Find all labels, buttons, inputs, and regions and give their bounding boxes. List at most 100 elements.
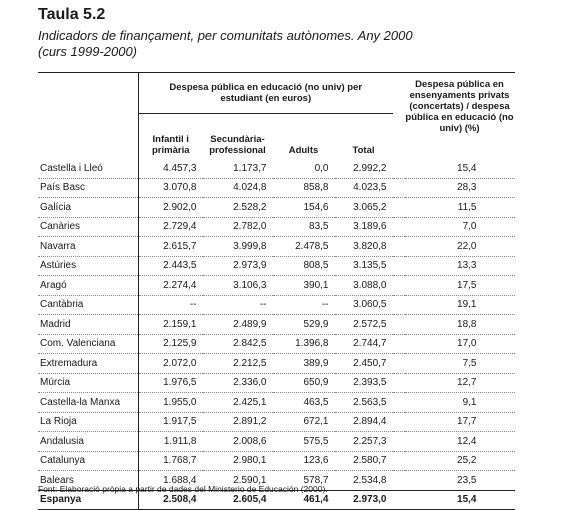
table-body: Castella i Lleó 4.457,3 1.173,7 0,0 2.992,2 1… xyxy=(38,159,515,510)
adults-cell: 0,0 xyxy=(272,159,335,179)
gap-cell xyxy=(392,353,405,374)
adults-cell: 650,9 xyxy=(272,373,335,393)
table-row: Com. Valenciana 2.125,9 2.842,5 1.396,8 2.74… xyxy=(38,334,515,354)
adults-cell: 83,5 xyxy=(272,217,335,237)
gap-cell xyxy=(392,334,405,354)
gap-cell xyxy=(392,314,405,335)
infantil-primaria-cell: 1.917,5 xyxy=(138,412,203,432)
secundaria-professional-cell: 2.980,1 xyxy=(202,451,273,471)
header-gap xyxy=(392,72,405,114)
header-gap-sub xyxy=(393,114,405,160)
table-row: Extremadura 2.072,0 2.212,5 389,9 2.450,7 7,5 xyxy=(38,353,515,374)
adults-cell: 154,6 xyxy=(272,197,335,218)
total-cell: 2.744,7 xyxy=(334,334,393,354)
secundaria-professional-cell: 2.425,1 xyxy=(202,392,273,413)
table-subtitle: Indicadors de finançament, per comunitat… xyxy=(38,28,558,60)
region-name-cell: Múrcia xyxy=(38,373,139,393)
adults-cell: 463,5 xyxy=(272,392,335,413)
infantil-primaria-cell: 2.274,4 xyxy=(138,275,203,296)
private-ratio-cell: 18,8 xyxy=(404,314,515,335)
gap-cell xyxy=(392,489,405,510)
private-ratio-cell: 28,3 xyxy=(404,178,515,198)
header-blank xyxy=(38,72,139,114)
table-row: Catalunya 1.768,7 2.980,1 123,6 2.580,7 25,2 xyxy=(38,451,515,471)
infantil-primaria-cell: 3.070,8 xyxy=(138,178,203,198)
total-cell: 2.450,7 xyxy=(334,353,393,374)
header-region-blank xyxy=(38,114,139,160)
infantil-primaria-cell: 2.729,4 xyxy=(138,217,203,237)
table-row: La Rioja 1.917,5 2.891,2 672,1 2.894,4 17,7 xyxy=(38,412,515,432)
private-ratio-cell: 12,4 xyxy=(404,431,515,452)
secundaria-professional-cell: 3.106,3 xyxy=(202,275,273,296)
secundaria-professional-cell: 2.973,9 xyxy=(202,256,273,276)
secundaria-professional-cell: 2.212,5 xyxy=(202,353,273,374)
region-name-cell: Canàries xyxy=(38,217,139,237)
table-row: Castella-la Manxa 1.955,0 2.425,1 463,5 2.56… xyxy=(38,392,515,413)
region-name-cell: País Basc xyxy=(38,178,139,198)
secundaria-professional-cell: 2.489,9 xyxy=(202,314,273,335)
infantil-primaria-cell: 2.902,0 xyxy=(138,197,203,218)
table-row: Navarra 2.615,7 3.999,8 2.478,5 3.820,8 22,0 xyxy=(38,236,515,257)
private-ratio-cell: 17,7 xyxy=(404,412,515,432)
region-name-cell: Castella i Lleó xyxy=(38,159,139,179)
region-name-cell: Catalunya xyxy=(38,451,139,471)
private-ratio-cell: 15,4 xyxy=(404,489,515,510)
total-cell: 2.973,0 xyxy=(334,489,393,510)
secundaria-professional-cell: 2.605,4 xyxy=(202,489,273,510)
header-group-private-ratio: Despesa pública en ensenyaments privats … xyxy=(404,72,515,159)
region-name-cell: Castella-la Manxa xyxy=(38,392,139,413)
table-row: Múrcia 1.976,5 2.336,0 650,9 2.393,5 12,7 xyxy=(38,373,515,393)
gap-cell xyxy=(392,178,405,198)
secundaria-professional-cell: 2.891,2 xyxy=(202,412,273,432)
secundaria-professional-cell: 2.842,5 xyxy=(202,334,273,354)
table-row: País Basc 3.070,8 4.024,8 858,8 4.023,5 28,3 xyxy=(38,178,515,198)
total-cell: 2.257,3 xyxy=(334,431,393,452)
private-ratio-cell: 7,0 xyxy=(404,217,515,237)
private-ratio-cell: 25,2 xyxy=(404,451,515,471)
infantil-primaria-cell: 2.125,9 xyxy=(138,334,203,354)
total-cell: 3.065,2 xyxy=(334,197,393,218)
infantil-primaria-cell: 1.976,5 xyxy=(138,373,203,393)
total-cell: 3.135,5 xyxy=(334,256,393,276)
adults-cell: 123,6 xyxy=(272,451,335,471)
table-row: Andalusia 1.911,8 2.008,6 575,5 2.257,3 12,4 xyxy=(38,431,515,452)
secundaria-professional-cell: 3.999,8 xyxy=(202,236,273,257)
total-cell: 2.894,4 xyxy=(334,412,393,432)
gap-cell xyxy=(392,431,405,452)
private-ratio-cell: 7,5 xyxy=(404,353,515,374)
secundaria-professional-cell: 2.008,6 xyxy=(202,431,273,452)
gap-cell xyxy=(392,373,405,393)
table-row: Cantàbria -- -- -- 3.060,5 19,1 xyxy=(38,295,515,315)
adults-cell: 858,8 xyxy=(272,178,335,198)
adults-cell: 2.478,5 xyxy=(272,236,335,257)
gap-cell xyxy=(392,236,405,257)
region-name-cell: Extremadura xyxy=(38,353,139,374)
table-row: Canàries 2.729,4 2.782,0 83,5 3.189,6 7,0 xyxy=(38,217,515,237)
header-secundaria-professional: Secundària-professional xyxy=(209,134,266,156)
total-cell: 3.189,6 xyxy=(334,217,393,237)
total-cell: 2.572,5 xyxy=(334,314,393,335)
private-ratio-cell: 9,1 xyxy=(404,392,515,413)
adults-cell: -- xyxy=(272,295,335,315)
private-ratio-cell: 17,5 xyxy=(404,275,515,296)
secundaria-professional-cell: 2.782,0 xyxy=(202,217,273,237)
private-ratio-cell: 12,7 xyxy=(404,373,515,393)
gap-cell xyxy=(392,412,405,432)
gap-cell xyxy=(392,275,405,296)
total-cell: 2.393,5 xyxy=(334,373,393,393)
adults-cell: 390,1 xyxy=(272,275,335,296)
total-cell: 2.580,7 xyxy=(334,451,393,471)
subtitle-line-1: Indicadors de finançament, per comunitat… xyxy=(38,28,413,43)
region-name-cell: Madrid xyxy=(38,314,139,335)
private-ratio-cell: 23,5 xyxy=(404,470,515,491)
infantil-primaria-cell: 2.508,4 xyxy=(138,489,203,510)
region-name-cell: Aragó xyxy=(38,275,139,296)
secundaria-professional-cell: 4.024,8 xyxy=(202,178,273,198)
adults-cell: 672,1 xyxy=(272,412,335,432)
region-name-cell: La Rioja xyxy=(38,412,139,432)
gap-cell xyxy=(392,197,405,218)
gap-cell xyxy=(392,217,405,237)
source-note: Font: Elaboració pròpia a partir de dade… xyxy=(38,484,328,494)
total-cell: 2.534,8 xyxy=(334,470,393,491)
data-table: Despesa pública en educació (no univ) pe… xyxy=(38,72,515,510)
